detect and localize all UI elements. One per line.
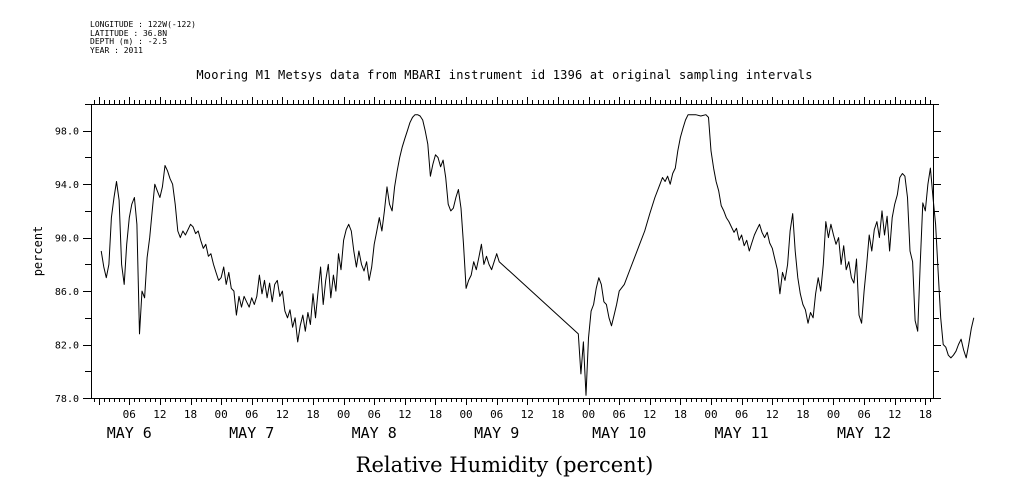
- y-tick-labels: 78.0 82.0 86.0 90.0 94.0 98.0: [55, 127, 79, 405]
- chart-title: Mooring M1 Metsys data from MBARI instru…: [196, 68, 813, 82]
- x-hour-label: 00: [827, 408, 840, 421]
- x-hour-label: 06: [490, 408, 503, 421]
- depth-text: DEPTH (m) : -2.5: [90, 37, 168, 47]
- y-tick-label: 98.0: [55, 127, 79, 138]
- x-hour-label: 12: [276, 408, 289, 421]
- x-hour-label: 06: [123, 408, 136, 421]
- x-hour-label: 12: [521, 408, 534, 421]
- x-axis-label: Relative Humidity (percent): [355, 453, 654, 477]
- metadata-block: LONGITUDE : 122W(-122) LATITUDE : 36.8N …: [90, 20, 196, 55]
- y-tick-label: 94.0: [55, 180, 79, 191]
- x-hour-label: 18: [306, 408, 319, 421]
- x-day-label: MAY 12: [837, 424, 891, 442]
- x-day-label: MAY 8: [352, 424, 397, 442]
- x-hour-label: 00: [215, 408, 228, 421]
- data-series: [100, 114, 975, 396]
- series-line: [100, 114, 975, 396]
- x-hour-label: 12: [643, 408, 656, 421]
- x-day-label: MAY 7: [229, 424, 274, 442]
- plot-frame: [91, 104, 934, 399]
- year-text: YEAR : 2011: [90, 45, 143, 55]
- x-day-label: MAY 9: [474, 424, 519, 442]
- x-hour-label: 06: [368, 408, 381, 421]
- x-hour-label: 06: [613, 408, 626, 421]
- y-tick-label: 90.0: [55, 234, 79, 245]
- x-hour-label: 18: [674, 408, 687, 421]
- x-hour-label: 00: [459, 408, 472, 421]
- latitude-text: LATITUDE : 36.8N: [90, 28, 168, 38]
- y-tick-label: 82.0: [55, 341, 79, 352]
- y-tick-label: 78.0: [55, 394, 79, 405]
- y-tick-label: 86.0: [55, 287, 79, 298]
- x-hour-label: 12: [766, 408, 779, 421]
- x-hour-label: 18: [796, 408, 809, 421]
- x-day-label: MAY 11: [715, 424, 769, 442]
- x-hour-label: 00: [337, 408, 350, 421]
- x-hour-label: 06: [857, 408, 870, 421]
- y-axis-label: percent: [31, 226, 45, 277]
- x-hour-label: 18: [429, 408, 442, 421]
- x-hour-label: 18: [184, 408, 197, 421]
- x-hour-label: 06: [735, 408, 748, 421]
- x-tick-labels: 06 12 18 00 06 12 18 00 06 12 18 00 06 12 18 00 06 12 18 00…: [107, 408, 932, 442]
- x-hour-label: 12: [888, 408, 901, 421]
- x-hour-label: 18: [919, 408, 932, 421]
- x-hour-label: 12: [153, 408, 166, 421]
- x-hour-label: 06: [245, 408, 258, 421]
- x-hour-label: 12: [398, 408, 411, 421]
- tick-marks: [83, 97, 941, 405]
- x-hour-label: 00: [582, 408, 595, 421]
- x-hour-label: 18: [551, 408, 564, 421]
- x-day-label: MAY 10: [592, 424, 646, 442]
- x-day-label: MAY 6: [107, 424, 152, 442]
- longitude-text: LONGITUDE : 122W(-122): [90, 20, 196, 29]
- x-hour-label: 00: [704, 408, 717, 421]
